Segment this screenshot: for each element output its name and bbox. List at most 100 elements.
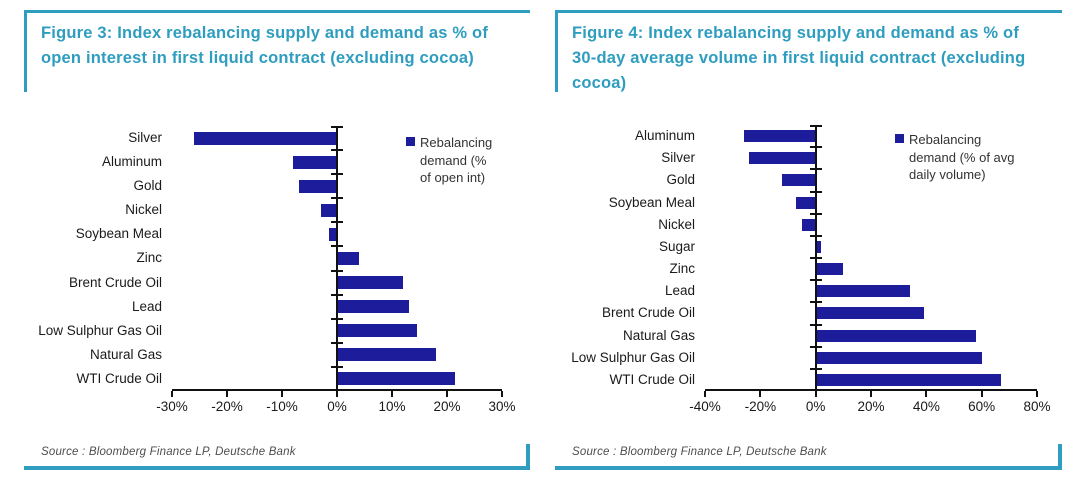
figure4-panel: Figure 4: Index rebalancing supply and d… xyxy=(555,10,1062,470)
legend-swatch-icon xyxy=(406,137,415,146)
x-axis-tick xyxy=(704,391,706,397)
bar-aluminum xyxy=(293,155,337,169)
bar-sugar xyxy=(815,240,822,253)
category-label: Natural Gas xyxy=(89,346,162,362)
x-axis-tick-label: 0% xyxy=(327,399,347,414)
x-axis-tick-label: 20% xyxy=(433,399,461,414)
bar-silver xyxy=(749,152,816,165)
category-label: WTI Crude Oil xyxy=(76,370,162,386)
x-axis-line xyxy=(705,388,1037,391)
bar-natural-gas xyxy=(815,329,977,342)
x-axis-tick xyxy=(171,391,173,397)
x-axis-tick xyxy=(925,391,928,397)
x-axis-tick-label: -40% xyxy=(689,399,721,414)
legend-label: Rebalancing demand (% of avg daily volum… xyxy=(909,132,1015,183)
x-axis-tick xyxy=(336,391,338,397)
category-boundary-tick xyxy=(809,190,822,193)
x-axis-tick xyxy=(759,391,762,397)
legend-swatch-icon xyxy=(895,134,904,143)
category-boundary-tick xyxy=(331,149,343,152)
bar-wti-crude-oil xyxy=(337,372,456,386)
category-boundary-tick xyxy=(331,197,343,200)
category-boundary-tick xyxy=(331,341,343,344)
category-label: Lead xyxy=(664,283,695,299)
x-axis-tick-label: 10% xyxy=(378,399,406,414)
x-axis-tick xyxy=(814,391,817,397)
x-axis-tick xyxy=(870,391,872,397)
category-label: Zinc xyxy=(669,261,695,276)
category-boundary-tick xyxy=(331,317,343,320)
panel-border-bottom xyxy=(555,466,1062,470)
category-label: Brent Crude Oil xyxy=(601,305,695,321)
x-axis-tick xyxy=(446,391,448,397)
category-label: Soybean Meal xyxy=(75,226,162,242)
bar-soybean-meal xyxy=(796,196,816,209)
category-label: Aluminum xyxy=(634,128,695,143)
category-label: Low Sulphur Gas Oil xyxy=(571,349,695,365)
category-label: Gold xyxy=(133,178,162,194)
panel-border-corner xyxy=(1058,444,1062,470)
bar-aluminum xyxy=(743,130,816,143)
category-boundary-tick xyxy=(809,367,822,370)
panel-border-top xyxy=(24,10,530,13)
category-label: Silver xyxy=(661,150,695,166)
category-boundary-tick xyxy=(809,168,822,171)
figure4-source-note: Source : Bloomberg Finance LP, Deutsche … xyxy=(572,446,827,458)
bar-lead xyxy=(815,285,910,298)
bar-low-sulphur-gas-oil xyxy=(815,351,982,364)
category-label: Lead xyxy=(131,298,162,314)
bar-silver xyxy=(194,131,337,145)
bar-lead xyxy=(337,300,409,314)
x-axis-tick xyxy=(1036,391,1038,397)
x-axis-tick-label: 0% xyxy=(805,399,826,414)
panel-border-left xyxy=(24,10,27,92)
bar-brent-crude-oil xyxy=(337,276,403,290)
category-label: Low Sulphur Gas Oil xyxy=(38,322,162,338)
x-axis-tick xyxy=(226,391,228,397)
category-label: Nickel xyxy=(658,216,695,232)
figure4-x-axis-labels: -40% -20% 0% 20% 40% 60% 80% xyxy=(555,399,1062,419)
x-axis-tick-label: -10% xyxy=(266,399,298,414)
category-label: Brent Crude Oil xyxy=(68,274,162,290)
category-label: WTI Crude Oil xyxy=(609,371,695,387)
figure4-chart: Rebalancing demand (% of avg daily volum… xyxy=(555,125,1062,419)
category-boundary-tick xyxy=(809,323,822,326)
bar-nickel xyxy=(801,218,816,231)
category-boundary-tick xyxy=(331,245,343,248)
category-boundary-tick xyxy=(809,345,822,348)
figure4-title: Figure 4: Index rebalancing supply and d… xyxy=(572,24,1026,92)
category-label: Sugar xyxy=(658,238,695,254)
zero-axis-line xyxy=(336,126,338,391)
x-axis-tick xyxy=(281,391,283,397)
category-boundary-tick xyxy=(331,365,343,368)
x-axis-line xyxy=(172,388,502,391)
x-axis-tick-label: -20% xyxy=(744,399,777,414)
category-label: Silver xyxy=(128,130,162,145)
figure3-title: Figure 3: Index rebalancing supply and d… xyxy=(41,24,489,67)
category-label: Gold xyxy=(666,172,695,188)
x-axis-tick-label: 80% xyxy=(1023,399,1051,414)
panel-border-left xyxy=(555,10,558,92)
bar-soybean-meal xyxy=(328,227,337,241)
category-boundary-tick xyxy=(331,269,343,272)
x-axis-tick xyxy=(501,391,503,397)
figure3-panel: Figure 3: Index rebalancing supply and d… xyxy=(24,10,530,470)
x-axis-tick xyxy=(980,391,983,397)
x-axis-tick-label: 30% xyxy=(488,399,516,414)
category-boundary-tick xyxy=(809,301,822,304)
category-label: Aluminum xyxy=(101,154,162,170)
x-axis-tick-label: 60% xyxy=(968,399,996,414)
bar-low-sulphur-gas-oil xyxy=(337,324,417,338)
category-label: Zinc xyxy=(136,250,162,266)
figure3-x-axis-labels: -30% -20% -10% 0% 10% 20% 30% xyxy=(24,399,530,419)
x-axis-tick xyxy=(391,391,393,397)
figure4-legend: Rebalancing demand (% of avg daily volum… xyxy=(895,131,1027,184)
figure3-chart: Rebalancing demand (% of open int) Silve… xyxy=(24,126,530,419)
figure4-plot-area: Rebalancing demand (% of avg daily volum… xyxy=(555,125,1062,397)
category-label: Soybean Meal xyxy=(608,194,695,210)
category-boundary-tick xyxy=(809,212,822,215)
category-boundary-tick xyxy=(331,126,343,128)
category-boundary-tick xyxy=(809,257,822,259)
figure3-legend: Rebalancing demand (% of open int) xyxy=(406,134,498,187)
bar-zinc xyxy=(337,252,359,265)
